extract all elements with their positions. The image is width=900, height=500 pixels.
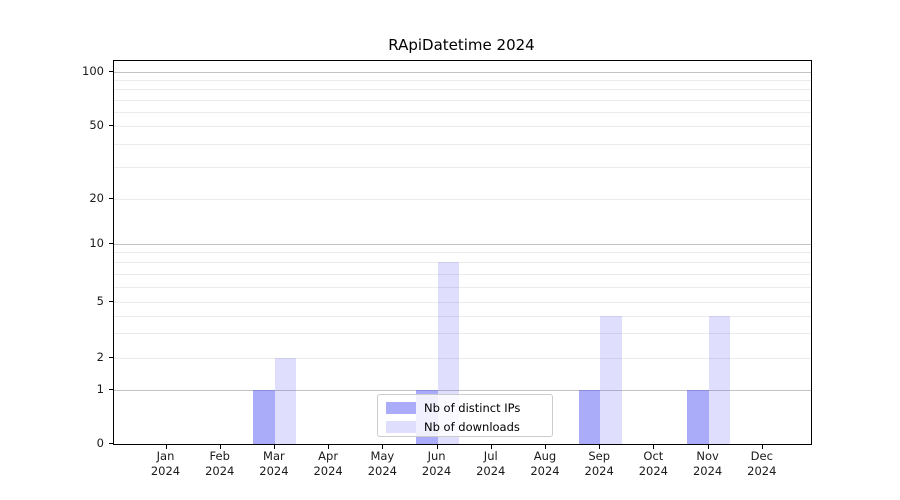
x-tick-dec <box>761 445 763 449</box>
y-tick-label-2: 2 <box>96 349 104 364</box>
x-tick-apr <box>328 445 330 449</box>
x-tick-jun <box>436 445 438 449</box>
y-tick-label-100: 100 <box>82 64 104 78</box>
x-tick-label-apr: Apr 2024 <box>313 449 343 478</box>
bar-nov-downloads <box>708 315 731 444</box>
gridline-8 <box>114 262 811 264</box>
x-tick-jan <box>165 445 167 449</box>
x-tick-label-feb: Feb 2024 <box>205 449 235 478</box>
x-tick-may <box>382 445 384 449</box>
x-tick-sep <box>599 445 601 449</box>
gridline-70 <box>114 99 811 101</box>
chart-title: RApiDatetime 2024 <box>388 36 535 54</box>
y-tick-100 <box>109 71 113 72</box>
y-tick-label-5: 5 <box>96 294 104 308</box>
x-tick-label-mar: Mar 2024 <box>259 449 289 478</box>
y-tick-label-0: 0 <box>96 436 104 450</box>
gridline-40 <box>114 143 811 145</box>
bar-nov-distinct-ips <box>687 390 709 444</box>
bar-mar-distinct-ips <box>253 390 275 444</box>
legend-item-downloads: Nb of downloads <box>378 418 520 435</box>
gridline-60 <box>114 111 811 113</box>
gridline-6 <box>114 286 811 288</box>
y-tick-2 <box>109 356 113 358</box>
legend-item-distinct-ips: Nb of distinct IPs <box>378 399 520 416</box>
gridline-2 <box>114 357 811 359</box>
x-tick-label-nov: Nov 2024 <box>692 449 723 478</box>
gridline-3 <box>114 332 811 334</box>
gridline-100 <box>114 72 811 73</box>
y-tick-label-1: 1 <box>96 382 104 396</box>
x-tick-oct <box>653 445 655 449</box>
gridline-5 <box>114 302 811 303</box>
x-tick-label-jul: Jul 2024 <box>476 449 506 478</box>
x-tick-mar <box>273 445 275 449</box>
x-tick-feb <box>219 445 221 449</box>
gridline-10 <box>114 243 811 245</box>
x-tick-label-jun: Jun 2024 <box>421 449 452 478</box>
x-tick-jul <box>490 445 492 449</box>
y-tick-5 <box>109 301 113 302</box>
bar-mar-downloads <box>274 357 297 444</box>
legend-swatch-distinct-ips <box>386 401 416 414</box>
legend-label-distinct-ips: Nb of distinct IPs <box>424 400 521 415</box>
x-tick-label-oct: Oct 2024 <box>638 449 669 478</box>
gridline-4 <box>114 315 811 317</box>
y-tick-10 <box>109 242 113 244</box>
x-tick-label-dec: Dec 2024 <box>747 449 777 478</box>
x-tick-nov <box>707 445 709 449</box>
y-tick-label-10: 10 <box>89 235 104 250</box>
x-tick-label-aug: Aug 2024 <box>530 449 560 478</box>
y-tick-0 <box>109 443 113 444</box>
x-tick-label-sep: Sep 2024 <box>584 449 614 478</box>
gridline-1 <box>114 390 811 391</box>
legend-swatch-downloads <box>386 420 416 433</box>
gridline-9 <box>114 252 811 254</box>
gridline-80 <box>114 89 811 91</box>
legend-label-downloads: Nb of downloads <box>424 419 520 434</box>
bar-sep-distinct-ips <box>578 390 601 444</box>
gridline-90 <box>114 80 811 82</box>
x-tick-label-may: May 2024 <box>367 449 397 478</box>
gridline-30 <box>114 166 811 168</box>
bar-sep-downloads <box>600 315 622 444</box>
x-tick-label-jan: Jan 2024 <box>150 449 181 478</box>
y-tick-label-50: 50 <box>89 118 104 132</box>
y-tick-50 <box>109 125 113 126</box>
gridline-50 <box>114 126 811 127</box>
gridline-20 <box>114 199 811 200</box>
y-tick-1 <box>109 389 113 390</box>
gridline-7 <box>114 273 811 275</box>
plot-area <box>113 60 812 445</box>
y-tick-20 <box>109 198 113 199</box>
x-tick-aug <box>544 445 546 449</box>
y-tick-label-20: 20 <box>89 191 104 205</box>
legend: Nb of distinct IPs Nb of downloads <box>377 394 553 437</box>
